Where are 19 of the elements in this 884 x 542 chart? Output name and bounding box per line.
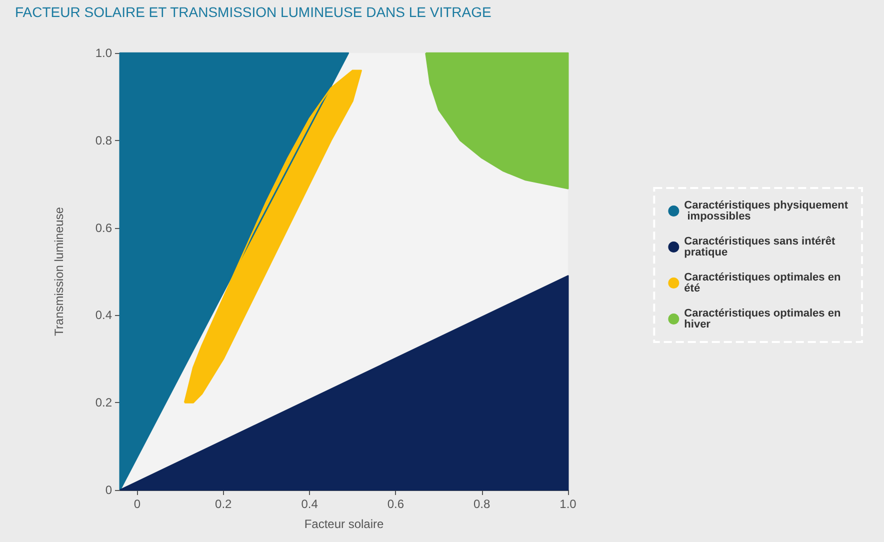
y-tick-label: 1.0 [95,46,112,60]
y-tick-label: 0.4 [95,308,112,322]
x-tick-label: 0.2 [215,497,232,511]
x-tick-label: 0.8 [474,497,491,511]
y-axis-title: Transmission lumineuse [52,206,66,336]
x-tick-label: 0.4 [301,497,318,511]
chart-title: FACTEUR SOLAIRE ET TRANSMISSION LUMINEUSE DANS LE VITRAGE [15,4,492,20]
legend-label: Caractéristiques sans intérêt pratique [684,236,838,258]
legend-label: Caractéristiques physiquement impossibles [684,200,848,222]
y-tick-label: 0.2 [95,396,112,410]
y-tick-label: 0.6 [95,220,112,235]
x-tick-label: 0.6 [387,497,404,511]
x-tick-label: 1.0 [560,497,577,511]
legend-label: Caractéristiques optimales en hiver [684,308,844,330]
x-tick-label: 0 [134,497,141,511]
x-axis-title: Facteur solaire [304,517,384,531]
legend-label: Caractéristiques optimales en été [684,272,844,294]
y-tick-label: 0.8 [95,133,112,148]
y-tick-label: 0 [105,483,112,497]
